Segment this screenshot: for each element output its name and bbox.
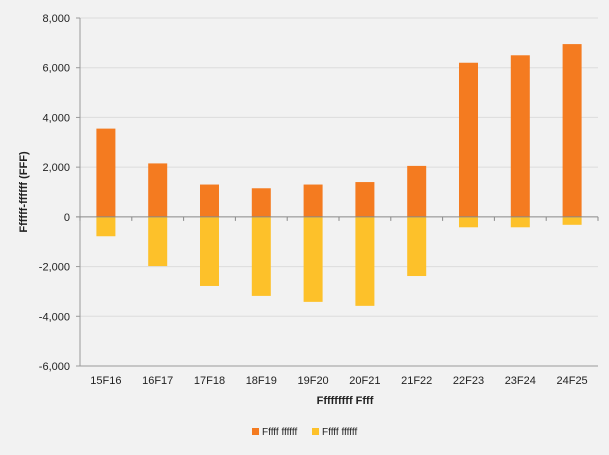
bar-series-2 [251, 216, 271, 296]
bar-series-2 [562, 216, 582, 225]
y-axis-title: Ffffff-ffffff (FFF) [18, 151, 30, 233]
x-axis-title: Fffffffff Ffff [317, 395, 374, 407]
y-tick-label: 2,000 [42, 162, 70, 174]
x-tick-label: 19F20 [297, 375, 328, 387]
legend: Fffff ffffff Fffff ffffff [252, 427, 357, 438]
bar-series-1 [355, 182, 375, 217]
legend-label-series-2: Fffff ffffff [322, 427, 357, 438]
tick-labels: 8,000 6,000 4,000 2,000 0 -2,000 -4,000 -6,000 1… [39, 13, 588, 387]
bar-series-2 [407, 216, 427, 277]
x-tick-label: 23F24 [505, 375, 536, 387]
legend-swatch-series-1 [252, 428, 259, 435]
x-tick-label: 22F23 [453, 375, 484, 387]
bars [96, 44, 582, 306]
bar-series-2 [459, 216, 478, 228]
legend-swatch-series-2 [312, 428, 319, 435]
x-tick-label: 20F21 [349, 375, 380, 387]
y-tick-label: 0 [64, 212, 70, 224]
bar-series-2 [510, 216, 530, 228]
bar-series-2 [355, 216, 375, 306]
y-tick-label: 4,000 [42, 112, 70, 124]
bar-series-2 [303, 216, 323, 302]
bar-series-1 [200, 184, 219, 217]
y-tick-label: -4,000 [39, 311, 70, 323]
y-tick-label: -2,000 [39, 262, 70, 274]
axes [76, 17, 599, 367]
y-tick-label: -6,000 [39, 361, 70, 373]
legend-label-series-1: Fffff ffffff [262, 427, 297, 438]
bar-series-1 [510, 55, 530, 217]
x-tick-label: 16F17 [142, 375, 173, 387]
x-tick-label: 17F18 [194, 375, 225, 387]
bar-series-1 [459, 62, 478, 217]
bar-series-2 [96, 216, 116, 237]
bar-series-2 [148, 216, 168, 267]
bar-series-1 [562, 44, 582, 217]
y-tick-label: 6,000 [42, 63, 70, 75]
y-tick-label: 8,000 [42, 13, 70, 25]
x-tick-label: 18F19 [246, 375, 277, 387]
bar-series-1 [251, 188, 271, 217]
x-tick-label: 15F16 [90, 375, 121, 387]
bar-series-1 [303, 184, 323, 217]
bar-series-1 [96, 128, 116, 217]
x-tick-label: 24F25 [556, 375, 587, 387]
bar-series-1 [148, 163, 168, 217]
bar-series-2 [200, 216, 219, 286]
x-tick-label: 21F22 [401, 375, 432, 387]
bar-series-1 [407, 165, 427, 217]
